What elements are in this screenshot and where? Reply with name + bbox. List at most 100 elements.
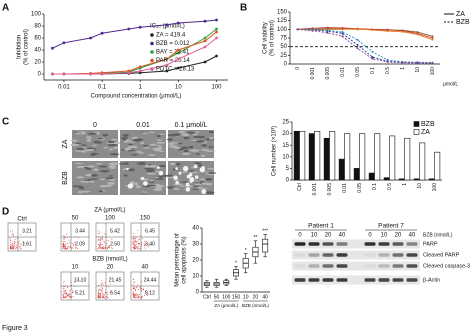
cell: [154, 178, 162, 180]
flow-event: [135, 289, 136, 291]
flow-event: [106, 248, 108, 250]
data-point: [416, 61, 419, 64]
band: [322, 253, 334, 257]
flow-event: [67, 242, 69, 244]
flow-event: [134, 246, 135, 248]
cell: [190, 139, 199, 141]
flow-event: [102, 297, 104, 299]
band: [392, 253, 404, 257]
cell: [207, 167, 215, 170]
flow-event: [135, 240, 137, 242]
band: [336, 253, 348, 257]
flow-event: [65, 293, 67, 295]
apoptotic-cell: [185, 182, 190, 187]
x-tick-label: 50: [214, 294, 220, 300]
x-tick-label: 0.001: [312, 183, 318, 196]
lane-label: 0: [368, 233, 372, 239]
flow-event: [100, 297, 101, 299]
flow-event: [65, 233, 67, 235]
data-point: [203, 45, 207, 49]
flow-event: [101, 296, 103, 298]
x-tick-label: 0.5: [387, 183, 393, 190]
flow-event: [66, 296, 68, 298]
flow-event: [63, 282, 65, 284]
data-point: [416, 31, 419, 34]
flow-event: [139, 287, 141, 289]
bar: [389, 135, 396, 181]
data-point: [176, 66, 180, 70]
flow-event: [99, 294, 101, 296]
bar: [353, 168, 360, 181]
flow-event: [101, 294, 103, 296]
cell: [76, 147, 85, 151]
cell: [81, 151, 87, 153]
bar: [344, 133, 351, 181]
legend-label: BZB: [456, 19, 470, 26]
cell: [120, 137, 128, 140]
flow-event: [13, 245, 15, 246]
flow-event: [135, 247, 136, 249]
lane-label: 10: [311, 233, 318, 239]
cell: [196, 186, 202, 189]
flow-event: [135, 236, 137, 237]
flow-event: [19, 246, 21, 248]
panel-label: A: [2, 3, 9, 14]
cell: [122, 134, 129, 137]
flow-event: [104, 291, 106, 293]
cell: [198, 188, 208, 190]
flow-event: [102, 292, 104, 294]
bar: [434, 151, 441, 181]
data-point: [138, 25, 142, 29]
flow-event: [97, 292, 99, 294]
x-tick-label: 10: [175, 85, 182, 91]
flow-event: [99, 248, 101, 250]
cell: [70, 139, 79, 142]
data-point: [176, 48, 180, 52]
band: [336, 242, 348, 246]
flow-event: [101, 246, 103, 248]
flow-event: [105, 292, 107, 294]
flow-event: [18, 240, 20, 242]
series-line: [297, 27, 433, 39]
y-tick-label: 20: [34, 60, 41, 66]
flow-event: [137, 294, 139, 296]
flow-event: [132, 291, 134, 292]
flow-event: [134, 282, 136, 284]
flow-event: [71, 288, 73, 290]
flow-event: [136, 247, 138, 249]
data-point: [371, 50, 374, 53]
legend-label: PAR = 20.14: [156, 58, 190, 64]
flow-event: [146, 293, 148, 295]
x-tick-label: 100: [432, 183, 438, 192]
flow-event: [135, 294, 137, 296]
flow-event: [62, 248, 64, 250]
cell: [93, 168, 99, 172]
lane-label: 40: [339, 233, 346, 239]
cell: [144, 164, 150, 168]
bar: [338, 158, 345, 181]
data-point: [51, 72, 54, 76]
cell: [110, 138, 118, 141]
flow-event: [63, 241, 65, 242]
cell: [74, 162, 84, 165]
data-point: [386, 30, 389, 33]
band: [378, 242, 390, 246]
data-point: [215, 36, 218, 40]
cell: [108, 175, 114, 177]
data-point: [371, 29, 374, 32]
y-tick-label: 10: [192, 274, 199, 280]
cell: [178, 130, 186, 134]
data-point: [215, 54, 218, 58]
data-point: [176, 57, 180, 61]
column-label: 0: [93, 122, 97, 129]
flow-event: [141, 281, 143, 283]
cell: [166, 176, 176, 179]
flow-event: [12, 245, 13, 247]
cell: [97, 137, 104, 140]
flow-event: [77, 237, 79, 239]
flow-event: [62, 294, 64, 296]
bar: [308, 133, 315, 181]
flow-event: [65, 248, 67, 250]
x-tick-label: Ctrl: [297, 183, 303, 191]
cell: [111, 162, 118, 165]
